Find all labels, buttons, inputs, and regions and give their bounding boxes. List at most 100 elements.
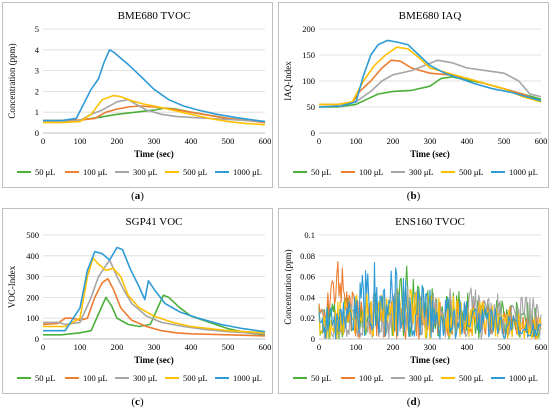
x-tick-label: 400 <box>185 342 198 352</box>
legend-label: 50 μL <box>311 373 331 383</box>
legend-label: 1000 μL <box>233 373 262 383</box>
x-tick-label: 0 <box>41 136 45 146</box>
x-tick-label: 200 <box>387 342 400 352</box>
chart-title: BME680 IAQ <box>399 10 462 22</box>
caption-a: (a) <box>131 190 144 202</box>
legend-label: 100 μL <box>359 373 384 383</box>
x-tick-label: 400 <box>461 342 474 352</box>
chart-panel-c: SGP41 VOC 0 100 200 300 400 500 0 100 200 300 400 50… <box>2 208 273 394</box>
y-tick-label: 0.06 <box>300 272 315 282</box>
y-tick-label: 50 <box>307 102 316 112</box>
x-tick-label: 500 <box>222 342 235 352</box>
chart-panel-b: BME680 IAQ 0 50 100 150 200 0 100 200 300 400 500 60… <box>278 2 549 188</box>
x-tick-label: 300 <box>424 136 437 146</box>
x-tick-label: 300 <box>148 342 161 352</box>
x-axis-label: Time (sec) <box>410 355 450 365</box>
chart-panel-a: BME680 TVOC 0 1 2 3 4 5 0 100 200 300 400 500 600 Time… <box>2 2 273 188</box>
caption-b: (b) <box>406 190 421 202</box>
y-axis-label: VOC-Index <box>7 265 17 308</box>
legend-label: 500 μL <box>459 373 484 383</box>
x-tick-label: 500 <box>498 342 511 352</box>
y-tick-label: 0.02 <box>300 313 315 323</box>
caption-d: (d) <box>406 396 421 408</box>
chart-bme680-tvoc: BME680 TVOC 0 1 2 3 4 5 0 100 200 300 400 500 600 Time… <box>7 10 272 177</box>
y-tick-label: 300 <box>26 272 39 282</box>
x-tick-label: 200 <box>111 136 124 146</box>
legend-label: 50 μL <box>35 167 55 177</box>
x-tick-label: 200 <box>111 342 124 352</box>
y-tick-label: 0 <box>311 334 315 344</box>
x-tick-label: 300 <box>148 136 161 146</box>
y-tick-label: 4 <box>35 45 40 55</box>
y-tick-label: 1 <box>35 107 39 117</box>
x-axis-label: Time (sec) <box>134 149 174 159</box>
y-axis-label: Concentration (ppm) <box>7 43 17 118</box>
chart-panel-d: ENS160 TVOC 0 0.02 0.04 0.06 0.08 0.1 0 100 200 30… <box>278 208 549 394</box>
caption-c: (c) <box>131 396 144 408</box>
y-tick-label: 500 <box>26 230 39 240</box>
y-tick-label: 200 <box>302 24 315 34</box>
y-tick-label: 400 <box>26 251 39 261</box>
y-tick-label: 0.04 <box>300 292 316 302</box>
chart-title: SGP41 VOC <box>126 216 183 228</box>
x-tick-label: 200 <box>387 136 400 146</box>
x-tick-label: 400 <box>461 136 474 146</box>
x-tick-label: 100 <box>74 136 87 146</box>
legend-label: 500 μL <box>459 167 484 177</box>
x-tick-label: 600 <box>259 136 272 146</box>
series-line <box>319 59 542 106</box>
x-axis-label: Time (sec) <box>410 149 450 159</box>
x-tick-label: 0 <box>41 342 45 352</box>
x-tick-label: 600 <box>259 342 272 352</box>
legend-label: 1000 μL <box>509 373 538 383</box>
y-tick-label: 0.08 <box>300 251 315 261</box>
x-tick-label: 600 <box>535 342 548 352</box>
series-line <box>43 257 266 334</box>
y-tick-label: 2 <box>35 86 39 96</box>
x-tick-label: 100 <box>350 136 363 146</box>
series-line <box>319 59 542 106</box>
legend-label: 100 μL <box>83 373 108 383</box>
y-tick-label: 0 <box>311 128 315 138</box>
y-tick-label: 0.1 <box>304 230 315 240</box>
x-tick-label: 0 <box>317 136 321 146</box>
x-tick-label: 100 <box>350 342 363 352</box>
y-tick-label: 5 <box>35 24 39 34</box>
x-tick-label: 400 <box>185 136 198 146</box>
chart-sgp41-voc: SGP41 VOC 0 100 200 300 400 500 0 100 200 300 400 50… <box>7 216 272 383</box>
y-tick-label: 150 <box>302 50 315 60</box>
legend-label: 100 μL <box>83 167 108 177</box>
y-axis-label: IAQ-Index <box>283 61 293 101</box>
legend-label: 100 μL <box>359 167 384 177</box>
legend-label: 1000 μL <box>233 167 262 177</box>
chart-title: BME680 TVOC <box>118 10 191 22</box>
series-line <box>43 94 266 126</box>
y-tick-label: 100 <box>302 76 315 86</box>
legend-label: 300 μL <box>409 373 434 383</box>
y-tick-label: 200 <box>26 292 39 302</box>
chart-title: ENS160 TVOC <box>395 216 465 228</box>
series-line <box>42 277 266 337</box>
x-axis-label: Time (sec) <box>134 355 174 365</box>
series-line <box>43 48 266 123</box>
legend-label: 500 μL <box>183 167 208 177</box>
x-tick-label: 500 <box>222 136 235 146</box>
y-tick-label: 3 <box>35 66 39 76</box>
x-tick-label: 500 <box>498 136 511 146</box>
chart-ens160-tvoc: ENS160 TVOC 0 0.02 0.04 0.06 0.08 0.1 0 100 200 30… <box>283 216 548 383</box>
series-line <box>43 259 266 335</box>
legend-label: 300 μL <box>409 167 434 177</box>
x-tick-label: 100 <box>74 342 87 352</box>
legend-label: 500 μL <box>183 373 208 383</box>
legend-label: 1000 μL <box>509 167 538 177</box>
y-tick-label: 0 <box>35 334 39 344</box>
y-tick-label: 0 <box>35 128 39 138</box>
legend-label: 50 μL <box>35 373 55 383</box>
series-line <box>43 246 266 333</box>
series-line <box>319 46 542 106</box>
legend-label: 300 μL <box>133 167 158 177</box>
x-tick-label: 300 <box>424 342 437 352</box>
series-line <box>318 39 542 108</box>
legend-label: 50 μL <box>311 167 331 177</box>
series-line <box>318 288 542 340</box>
